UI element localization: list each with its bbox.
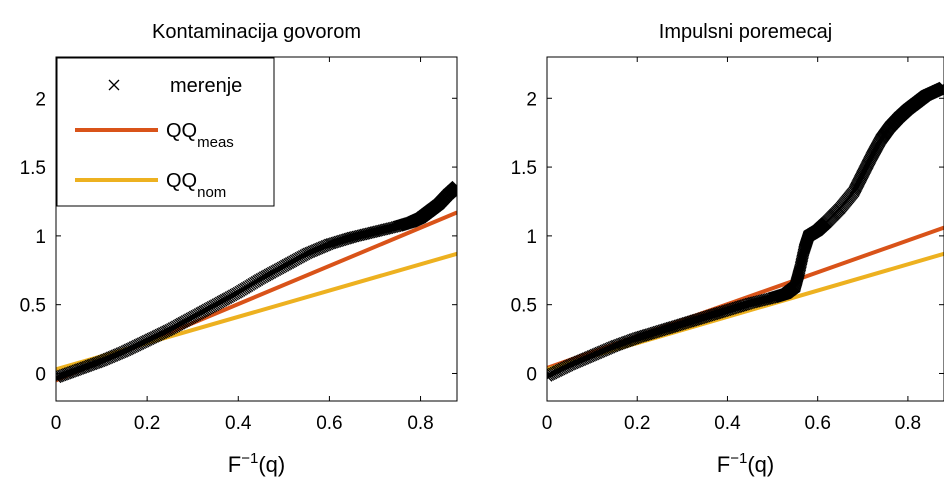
x-tick-label: 0 (542, 413, 553, 434)
data-point-marker (938, 81, 944, 93)
legend-marker-icon (108, 79, 120, 91)
chart-title: Kontaminacija govorom (152, 21, 361, 43)
series-markers-merenje (547, 81, 944, 382)
data-point-marker (451, 180, 457, 192)
x-tick-label: 0.8 (407, 413, 433, 434)
legend: merenje QQmeas QQnom (56, 57, 275, 207)
y-tick-label: 2 (526, 89, 537, 110)
legend-label-qqmeas: QQmeas (166, 120, 234, 151)
x-axis-label: F−1(q) (717, 450, 774, 477)
y-tick-label: 2 (35, 89, 46, 110)
legend-label-qqnom: QQnom (166, 170, 226, 201)
data-layer (56, 180, 457, 384)
x-tick-label: 0 (51, 413, 62, 434)
x-tick-label: 0.4 (225, 413, 252, 434)
y-tick-label: 1.5 (511, 158, 537, 179)
y-tick-label: 1 (526, 227, 537, 248)
x-tick-label: 0.6 (316, 413, 342, 434)
x-tick-label: 0.2 (624, 413, 650, 434)
y-tick-label: 0 (35, 364, 46, 385)
chart-panel-2: Impulsni poremecaj 0 0.2 0.4 0.6 0.8 0 0.5 1 1.5 2… (511, 21, 944, 477)
chart-title: Impulsni poremecaj (659, 21, 832, 43)
x-axis-label: F−1(q) (228, 450, 285, 477)
chart-panel-1: Kontaminacija govorom 0 0.2 0.4 0.6 0.8 0 0.5 1 1… (20, 21, 458, 477)
x-tick-label: 0.8 (895, 413, 921, 434)
y-tick-label: 1.5 (20, 158, 46, 179)
legend-label-merenje: merenje (170, 75, 242, 97)
y-tick-label: 0.5 (511, 296, 537, 317)
data-layer (547, 81, 944, 382)
x-tick-label: 0.4 (714, 413, 741, 434)
axes-box (55, 56, 458, 402)
series-line-qqnom (547, 251, 944, 372)
axes-box (546, 56, 944, 402)
x-tick-label: 0.2 (134, 413, 160, 434)
series-markers-merenje (56, 180, 457, 384)
y-tick-label: 1 (35, 227, 46, 248)
x-tick-label: 0.6 (804, 413, 830, 434)
y-tick-label: 0.5 (20, 296, 46, 317)
y-tick-label: 0 (526, 364, 537, 385)
